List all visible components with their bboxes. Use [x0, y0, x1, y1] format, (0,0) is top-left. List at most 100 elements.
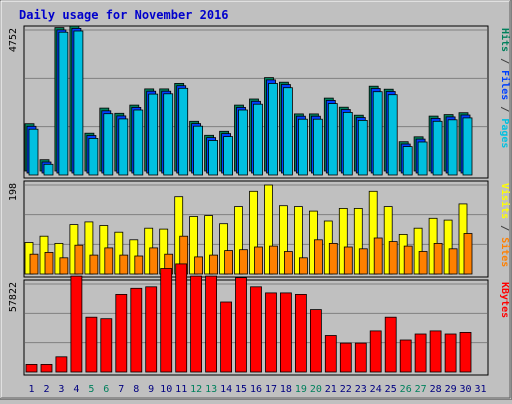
bar-top-pages-19: [297, 118, 308, 176]
bar-bottom-kbytes-4: [70, 275, 83, 373]
bar-middle-sites-23: [358, 248, 368, 275]
bar-top-pages-4: [73, 30, 84, 176]
panel-middle: 198 Visits / Sites: [8, 180, 511, 278]
bar-bottom-kbytes-5: [85, 316, 98, 373]
bar-bottom-kbytes-17: [265, 292, 277, 373]
bar-middle-visits-24: [368, 190, 378, 275]
bar-top-pages-12: [193, 125, 204, 176]
x-tick-label-1: 1: [28, 384, 34, 395]
bar-middle-sites-4: [74, 244, 84, 275]
bar-bottom-kbytes-2: [40, 363, 53, 373]
x-tick-label-29: 29: [445, 384, 457, 395]
bar-top-pages-20: [312, 118, 323, 176]
side-label-part-middle-2: Sites: [499, 237, 511, 267]
bar-bottom-kbytes-24: [369, 330, 382, 373]
bar-middle-sites-8: [134, 255, 144, 275]
bar-bottom-kbytes-29: [444, 333, 457, 373]
side-label-top: Hits / Files / Pages: [499, 28, 511, 148]
bar-middle-sites-26: [403, 245, 413, 275]
bar-middle-visits-12: [189, 216, 199, 275]
bar-middle-sites-20: [313, 239, 323, 275]
bar-middle-sites-14: [224, 250, 234, 275]
side-label-part-bottom-0: KBytes: [499, 282, 510, 318]
bar-top-pages-2: [43, 163, 54, 176]
side-label-part-middle-0: Visits: [499, 183, 511, 219]
x-tick-label-5: 5: [88, 384, 94, 395]
bar-middle-sites-2: [44, 251, 54, 275]
bar-bottom-kbytes-26: [399, 339, 412, 373]
bar-middle-sites-5: [89, 254, 99, 275]
bar-middle-visits-16: [249, 190, 258, 275]
bar-middle-sites-18: [283, 251, 293, 275]
bar-middle-sites-19: [298, 257, 308, 275]
bar-top-pages-11: [178, 87, 189, 176]
bar-bottom-kbytes-8: [130, 287, 143, 373]
side-label-part-top-0: Hits: [499, 28, 511, 52]
bar-top-pages-30: [462, 117, 473, 176]
bar-bottom-kbytes-21: [324, 335, 337, 373]
bar-bottom-kbytes-11: [175, 263, 188, 373]
bar-middle-visits-13: [204, 215, 214, 275]
x-tick-label-7: 7: [118, 384, 124, 395]
x-tick-label-12: 12: [190, 384, 202, 395]
bar-top-pages-17: [268, 83, 278, 176]
bar-top-pages-29: [447, 119, 458, 176]
bar-top-pages-15: [238, 109, 248, 176]
bar-bottom-kbytes-27: [414, 333, 427, 373]
bar-middle-sites-15: [239, 249, 248, 275]
x-tick-label-26: 26: [400, 384, 412, 395]
bar-bottom-kbytes-19: [294, 293, 307, 373]
bar-bottom-kbytes-20: [309, 309, 322, 373]
bar-top-pages-10: [163, 93, 174, 176]
x-tick-label-16: 16: [250, 384, 262, 395]
side-label-part-top-4: Pages: [499, 118, 510, 148]
bar-top-pages-8: [133, 109, 144, 176]
bar-bottom-kbytes-28: [429, 330, 442, 373]
bar-middle-visits-22: [338, 207, 348, 275]
bar-middle-sites-1: [29, 253, 39, 275]
bar-bottom-kbytes-15: [235, 277, 247, 373]
bar-middle-sites-12: [194, 256, 204, 275]
bar-top-pages-13: [208, 140, 219, 176]
x-tick-label-27: 27: [415, 384, 427, 395]
bar-middle-sites-13: [209, 254, 219, 275]
x-tick-label-22: 22: [340, 384, 352, 395]
x-tick-label-19: 19: [295, 384, 307, 395]
bar-bottom-kbytes-25: [384, 316, 397, 373]
bar-bottom-kbytes-1: [25, 363, 38, 373]
bar-top-pages-7: [118, 118, 129, 176]
x-tick-label-8: 8: [133, 384, 139, 395]
side-label-bottom: KBytes: [499, 282, 510, 318]
ymax-label-middle: 198: [8, 183, 19, 201]
bar-bottom-kbytes-14: [220, 301, 233, 373]
bar-middle-sites-3: [59, 257, 69, 275]
bar-middle-sites-28: [433, 242, 443, 275]
bar-middle-sites-24: [373, 237, 383, 275]
x-tick-label-25: 25: [385, 384, 397, 395]
bar-middle-sites-25: [388, 241, 398, 275]
bar-bottom-kbytes-30: [459, 331, 472, 373]
x-tick-label-2: 2: [43, 384, 49, 395]
x-tick-label-23: 23: [355, 384, 367, 395]
bar-bottom-kbytes-6: [100, 318, 113, 373]
bar-bottom-kbytes-12: [190, 275, 203, 373]
x-tick-label-4: 4: [73, 384, 79, 395]
bar-middle-sites-6: [104, 247, 114, 275]
side-label-part-top-1: /: [499, 52, 510, 70]
bar-bottom-kbytes-23: [354, 342, 367, 373]
bar-middle-visits-23: [353, 207, 363, 275]
bar-top-pages-28: [432, 120, 443, 176]
bar-bottom-kbytes-9: [145, 286, 158, 373]
x-tick-label-3: 3: [58, 384, 64, 395]
chart-title: Daily usage for November 2016: [19, 8, 229, 22]
bar-top-pages-26: [402, 146, 413, 176]
chart-panels: 4752 Hits / Files / Pages 198 Visits / Site…: [8, 25, 511, 376]
bar-middle-sites-16: [254, 246, 263, 275]
x-tick-label-18: 18: [280, 384, 292, 395]
bar-middle-visits-17: [264, 184, 273, 275]
bar-top-pages-25: [387, 94, 398, 176]
x-tick-label-31: 31: [474, 384, 486, 395]
x-tick-label-15: 15: [235, 384, 247, 395]
bar-middle-sites-9: [149, 247, 159, 275]
